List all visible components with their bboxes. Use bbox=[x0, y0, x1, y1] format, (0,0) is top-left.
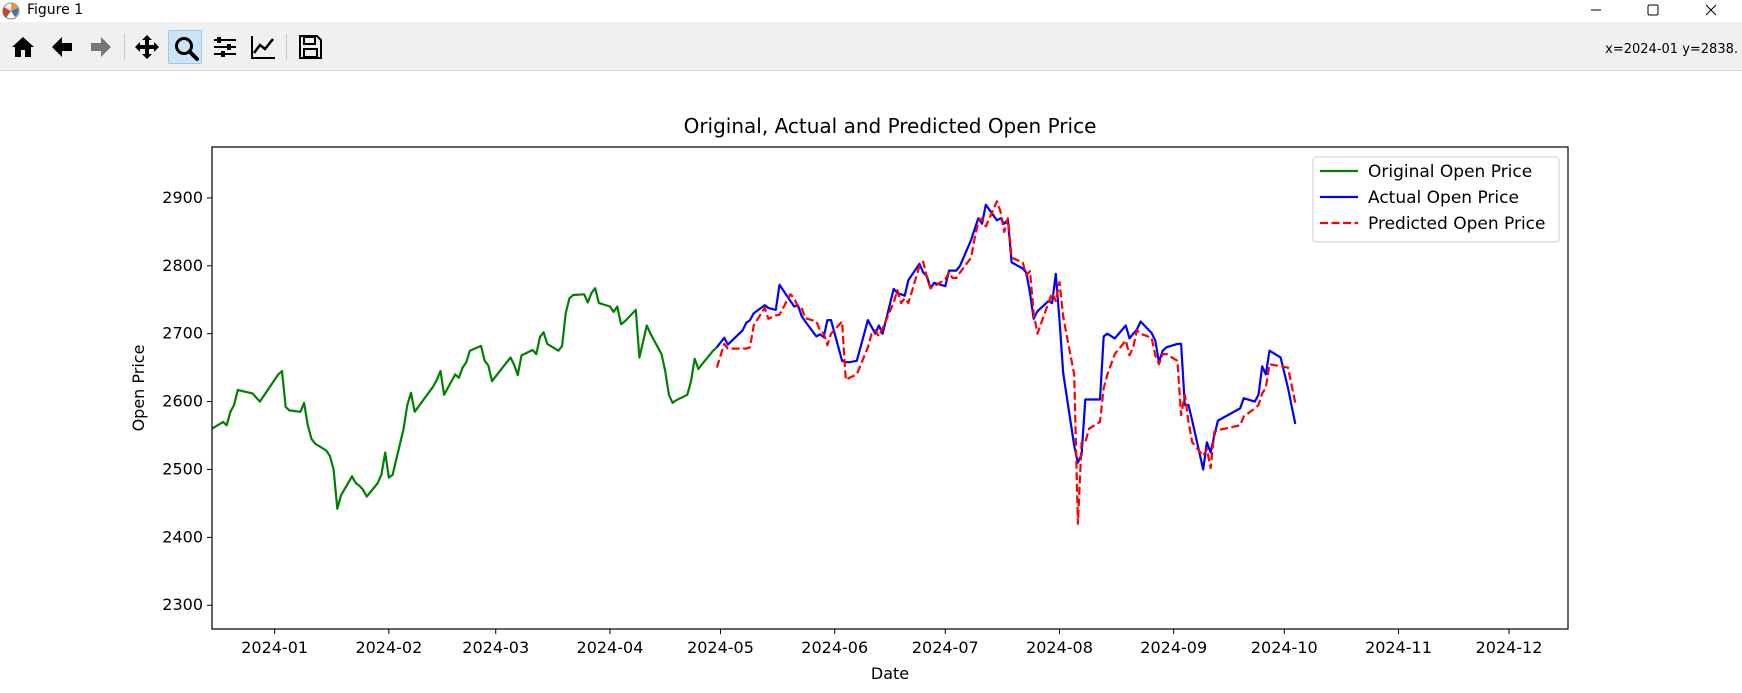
maximize-button[interactable] bbox=[1630, 0, 1676, 22]
save-button[interactable] bbox=[293, 30, 327, 64]
y-tick-label: 2300 bbox=[162, 595, 203, 614]
series-layer bbox=[211, 200, 1297, 525]
home-button[interactable] bbox=[6, 30, 40, 64]
toolbar-separator bbox=[286, 34, 287, 60]
zoom-magnifier-icon bbox=[175, 37, 199, 61]
x-axis-label: Date bbox=[871, 664, 909, 683]
x-tick-label: 2024-02 bbox=[355, 638, 422, 657]
subplots-config-icon bbox=[214, 37, 236, 57]
legend-label: Original Open Price bbox=[1368, 162, 1532, 182]
y-tick-label: 2700 bbox=[162, 324, 203, 343]
subplots-config-button[interactable] bbox=[208, 30, 242, 64]
legend: Original Open Price Actual Open Price Pred… bbox=[1312, 156, 1560, 243]
cursor-coordinates: x=2024-01 y=2838. bbox=[1605, 42, 1738, 57]
forward-arrow-icon bbox=[91, 37, 111, 57]
y-tick-label: 2800 bbox=[162, 256, 203, 275]
x-tick-label: 2024-08 bbox=[1026, 638, 1093, 657]
y-tick-label: 2400 bbox=[162, 527, 203, 546]
window-titlebar: Figure 1 bbox=[0, 0, 1742, 22]
axes-frame bbox=[211, 146, 1569, 630]
minimize-button[interactable] bbox=[1573, 0, 1619, 22]
x-tick-label: 2024-01 bbox=[241, 638, 308, 657]
x-tick-label: 2024-09 bbox=[1140, 638, 1207, 657]
x-tick-label: 2024-11 bbox=[1365, 638, 1432, 657]
series-line-predicted bbox=[715, 200, 1297, 525]
chart-title: Original, Actual and Predicted Open Pric… bbox=[684, 114, 1097, 138]
x-tick-label: 2024-10 bbox=[1251, 638, 1318, 657]
forward-button[interactable] bbox=[84, 30, 118, 64]
pan-move-icon bbox=[135, 35, 159, 59]
x-tick-label: 2024-05 bbox=[687, 638, 754, 657]
maximize-icon bbox=[1647, 4, 1659, 16]
x-tick-label: 2024-07 bbox=[912, 638, 979, 657]
minimize-icon bbox=[1591, 9, 1601, 11]
window-title: Figure 1 bbox=[27, 2, 84, 18]
y-tick-label: 2600 bbox=[162, 392, 203, 411]
close-window-button[interactable] bbox=[1688, 0, 1734, 22]
legend-label: Actual Open Price bbox=[1368, 188, 1519, 208]
y-axis-ticks: 2300 2400 2500 2600 2700 2800 2900 bbox=[162, 188, 212, 614]
legend-label: Predicted Open Price bbox=[1368, 214, 1546, 234]
y-tick-label: 2900 bbox=[162, 188, 203, 207]
navigation-toolbar: x=2024-01 y=2838. bbox=[0, 22, 1742, 71]
axes-edit-icon bbox=[251, 36, 275, 59]
matplotlib-app-icon bbox=[2, 2, 20, 20]
series-line-original bbox=[211, 287, 718, 510]
toolbar-separator bbox=[124, 34, 125, 60]
home-icon bbox=[12, 37, 34, 57]
y-tick-label: 2500 bbox=[162, 459, 203, 478]
x-tick-label: 2024-12 bbox=[1476, 638, 1543, 657]
x-tick-label: 2024-06 bbox=[801, 638, 868, 657]
x-tick-label: 2024-04 bbox=[577, 638, 644, 657]
pan-button[interactable] bbox=[130, 30, 164, 64]
zoom-button[interactable] bbox=[168, 30, 202, 64]
legend-box bbox=[1312, 156, 1560, 243]
y-axis-label: Open Price bbox=[129, 345, 148, 432]
back-button[interactable] bbox=[45, 30, 79, 64]
x-tick-label: 2024-03 bbox=[462, 638, 529, 657]
close-icon bbox=[1705, 4, 1717, 16]
save-floppy-icon bbox=[299, 35, 322, 59]
edit-axes-button[interactable] bbox=[246, 30, 280, 64]
x-axis-ticks: 2024-01 2024-02 2024-03 2024-04 2024-05 2024-… bbox=[241, 629, 1542, 657]
back-arrow-icon bbox=[52, 37, 72, 57]
